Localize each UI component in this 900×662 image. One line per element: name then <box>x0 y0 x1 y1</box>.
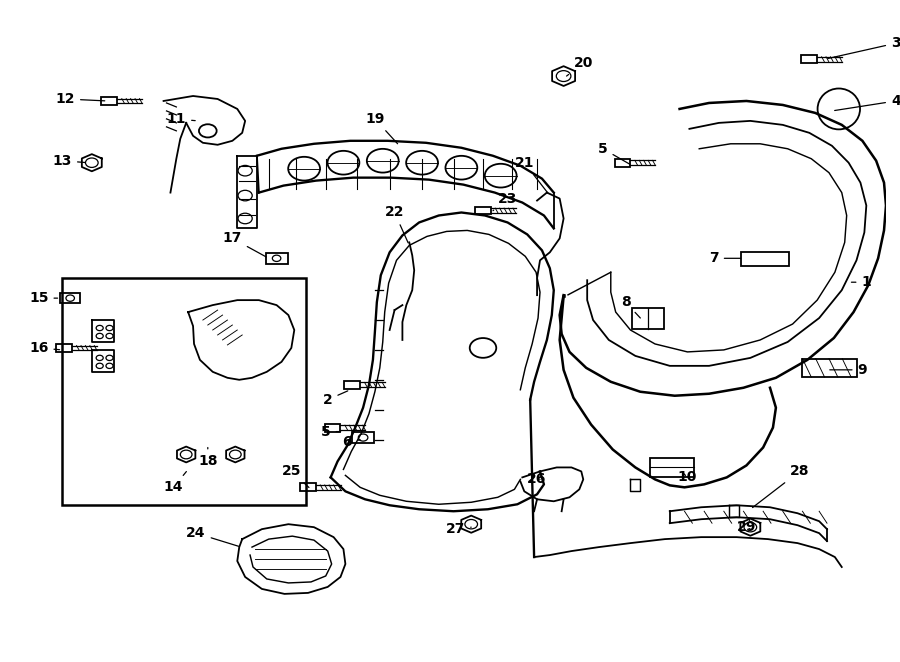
Bar <box>62 278 306 505</box>
Text: 17: 17 <box>222 232 266 257</box>
Text: 13: 13 <box>52 154 86 167</box>
Bar <box>803 359 858 377</box>
Text: 6: 6 <box>343 434 360 449</box>
Bar <box>615 159 630 167</box>
Bar <box>650 458 694 477</box>
Bar <box>60 293 80 303</box>
Bar <box>344 381 360 389</box>
Text: 2: 2 <box>323 391 347 406</box>
Bar <box>325 424 340 432</box>
Bar <box>632 308 664 328</box>
Text: 20: 20 <box>566 56 593 76</box>
Bar <box>266 253 288 263</box>
Text: 5: 5 <box>321 424 341 439</box>
Bar <box>475 207 491 214</box>
Text: 22: 22 <box>385 205 408 243</box>
Bar <box>102 97 117 105</box>
Bar <box>741 252 789 265</box>
Text: 11: 11 <box>166 112 195 126</box>
Text: 24: 24 <box>186 526 238 546</box>
Text: 8: 8 <box>621 295 640 318</box>
Text: 7: 7 <box>709 252 741 265</box>
Text: 16: 16 <box>29 341 59 355</box>
Bar <box>801 55 817 63</box>
Text: 10: 10 <box>678 471 698 485</box>
Text: 4: 4 <box>834 94 900 111</box>
Text: 1: 1 <box>851 275 871 289</box>
Text: 18: 18 <box>198 448 218 469</box>
Text: 12: 12 <box>56 92 104 106</box>
Bar <box>352 432 374 444</box>
Text: 28: 28 <box>752 465 809 508</box>
Text: 19: 19 <box>365 112 398 144</box>
Bar <box>56 344 72 352</box>
Text: 23: 23 <box>493 191 518 211</box>
Text: 29: 29 <box>737 520 756 534</box>
Text: 9: 9 <box>830 363 868 377</box>
Text: 25: 25 <box>282 465 309 487</box>
Text: 26: 26 <box>527 473 546 487</box>
Text: 27: 27 <box>446 522 472 536</box>
Text: 15: 15 <box>29 291 58 305</box>
Text: 3: 3 <box>828 36 900 58</box>
Text: 21: 21 <box>515 156 548 193</box>
Bar <box>300 483 316 491</box>
Text: 14: 14 <box>164 471 186 495</box>
Text: 5: 5 <box>598 142 630 164</box>
